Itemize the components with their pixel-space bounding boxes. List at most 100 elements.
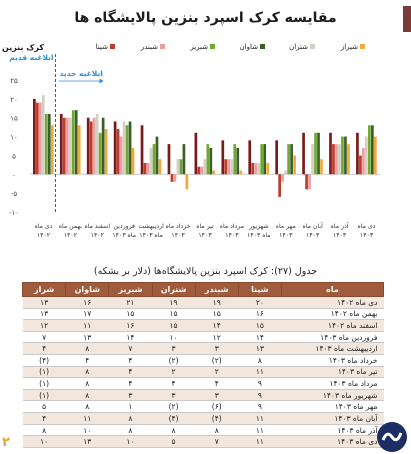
- bar: [302, 132, 305, 175]
- value-cell: ۸: [65, 366, 109, 379]
- value-cell: ۱۳: [22, 296, 66, 309]
- x-tick-label-year: ۱۴۰۳: [198, 232, 212, 239]
- bar: [185, 174, 189, 190]
- value-cell: ۱۰: [108, 435, 152, 448]
- table-header-cell: شراز: [21, 282, 67, 297]
- y-tick-label: ۱۵: [10, 115, 18, 123]
- x-tick-label: مرداد ماه: [220, 223, 244, 230]
- value-cell: (۱): [22, 377, 66, 390]
- table-header-cell: شبندر: [194, 282, 239, 297]
- value-cell: ۷: [108, 342, 152, 356]
- value-cell: ۴: [108, 377, 152, 390]
- value-cell: ۲: [152, 366, 196, 379]
- y-tick-label: ۵: [12, 152, 16, 160]
- bar: [41, 95, 45, 175]
- table-header-row: ماه شینا شبندر شتران شبریز شاوان شراز: [21, 282, 385, 297]
- legend-swatch: [110, 44, 115, 49]
- bar: [101, 117, 105, 175]
- value-cell: ۸: [22, 424, 66, 437]
- bar: [173, 174, 177, 182]
- bar: [305, 174, 308, 190]
- x-tick-label: دی ماه: [358, 223, 376, 230]
- x-tick-label-year: ۱۴۰۳: [225, 232, 239, 239]
- month-cell: مهر ماه ۱۴۰۳: [281, 400, 384, 414]
- value-cell: (۱): [22, 389, 66, 402]
- value-cell: ۱۲: [22, 319, 66, 332]
- bar: [257, 162, 261, 175]
- bar: [74, 110, 78, 175]
- value-cell: ۱۷: [65, 308, 109, 321]
- brand-logo: [377, 422, 407, 452]
- bar: [59, 113, 63, 175]
- y-tick-label: ۲۵: [10, 77, 18, 85]
- value-cell: ۷: [195, 435, 239, 448]
- legend-label: شینا: [96, 43, 108, 51]
- value-cell: ۸: [108, 424, 152, 437]
- bar: [95, 113, 99, 175]
- value-cell: ۱۹: [152, 296, 196, 309]
- table-row: فروردین ماه ۱۴۰۳ ۱۴ ۱۲ ۱۰ ۱۴ ۱۳ ۷: [22, 331, 384, 344]
- bar: [263, 144, 267, 175]
- x-tick-label: اسفند ماه: [85, 223, 111, 230]
- value-cell: ۱۶: [65, 296, 109, 309]
- data-table-container: ماه شینا شبندر شتران شبریز شاوان شراز دی ماه ۱…: [21, 282, 385, 448]
- value-cell: ۳: [195, 389, 239, 402]
- bar: [197, 166, 201, 175]
- x-tick-label-year: ماه ۱۴۰۳: [139, 232, 163, 239]
- new-notice-label: ابلاغیه جدید: [60, 69, 103, 78]
- bar: [233, 144, 237, 175]
- bar: [251, 162, 255, 175]
- value-cell: ۱۳: [65, 331, 109, 344]
- table-body: دی ماه ۱۴۰۲ ۲۰ ۱۹ ۱۹ ۲۱ ۱۶ ۱۳ بهمن ماه ۱۴۰۲ ۱۶ ۱۵…: [22, 296, 384, 448]
- month-cell: شهریور ماه ۱۴۰۳: [281, 389, 384, 402]
- table-caption: جدول (۲۷): کرک اسپرد بنزین پالایشگاه‌ها …: [93, 266, 318, 277]
- value-cell: ۸: [65, 377, 109, 390]
- legend-label: شتران: [289, 43, 308, 51]
- month-cell: تیر ماه ۱۴۰۳: [281, 366, 384, 379]
- x-tick-label-year: ماه ۱۴۰۳: [247, 232, 271, 239]
- value-cell: (۴): [195, 412, 239, 425]
- bar: [98, 132, 102, 175]
- value-cell: ۱۳: [65, 435, 109, 448]
- value-cell: ۹: [238, 389, 282, 402]
- bar: [104, 129, 108, 175]
- x-tick-label: آبان ماه: [303, 221, 324, 230]
- bar: [371, 125, 374, 175]
- bar: [248, 140, 252, 175]
- value-cell: ۱۰: [152, 331, 196, 344]
- value-cell: ۱۲: [195, 331, 239, 344]
- bar: [239, 170, 243, 175]
- bar: [119, 136, 123, 175]
- value-cell: (۴): [22, 354, 66, 367]
- bar: [230, 159, 234, 175]
- x-tick-label-year: ماه ۱۴۰۳: [112, 232, 136, 239]
- bar: [38, 102, 42, 175]
- value-cell: ۵: [22, 400, 66, 414]
- bar: [155, 136, 159, 175]
- value-cell: ۱۱: [65, 412, 109, 425]
- bar: [113, 121, 117, 175]
- value-cell: ۱۱: [238, 424, 282, 437]
- bar: [176, 159, 180, 175]
- value-cell: ۱۵: [152, 319, 196, 332]
- bar: [131, 147, 135, 175]
- x-tick-label-year: ۱۴۰۲: [37, 232, 51, 239]
- bar: [62, 117, 66, 175]
- value-cell: ۱۱: [238, 412, 282, 425]
- y-tick-label: ۰: [12, 171, 16, 179]
- value-cell: ۸: [65, 342, 109, 356]
- bar: [77, 125, 81, 175]
- table-header-cell: شاوان: [65, 282, 110, 297]
- month-cell: آبان ماه ۱۴۰۳: [281, 412, 384, 425]
- table-header-cell: شینا: [237, 282, 282, 297]
- bar: [284, 170, 287, 175]
- value-cell: ۸: [65, 400, 109, 414]
- x-tick-label: تیر ماه: [196, 223, 214, 230]
- legend-swatch: [310, 44, 315, 49]
- value-cell: (۶): [195, 400, 239, 414]
- value-cell: ۱۱: [238, 366, 282, 379]
- x-tick-label-year: ۱۴۰۳: [333, 232, 347, 239]
- bar: [224, 159, 228, 175]
- bar: [68, 117, 72, 175]
- arrow-head-icon: [99, 78, 104, 84]
